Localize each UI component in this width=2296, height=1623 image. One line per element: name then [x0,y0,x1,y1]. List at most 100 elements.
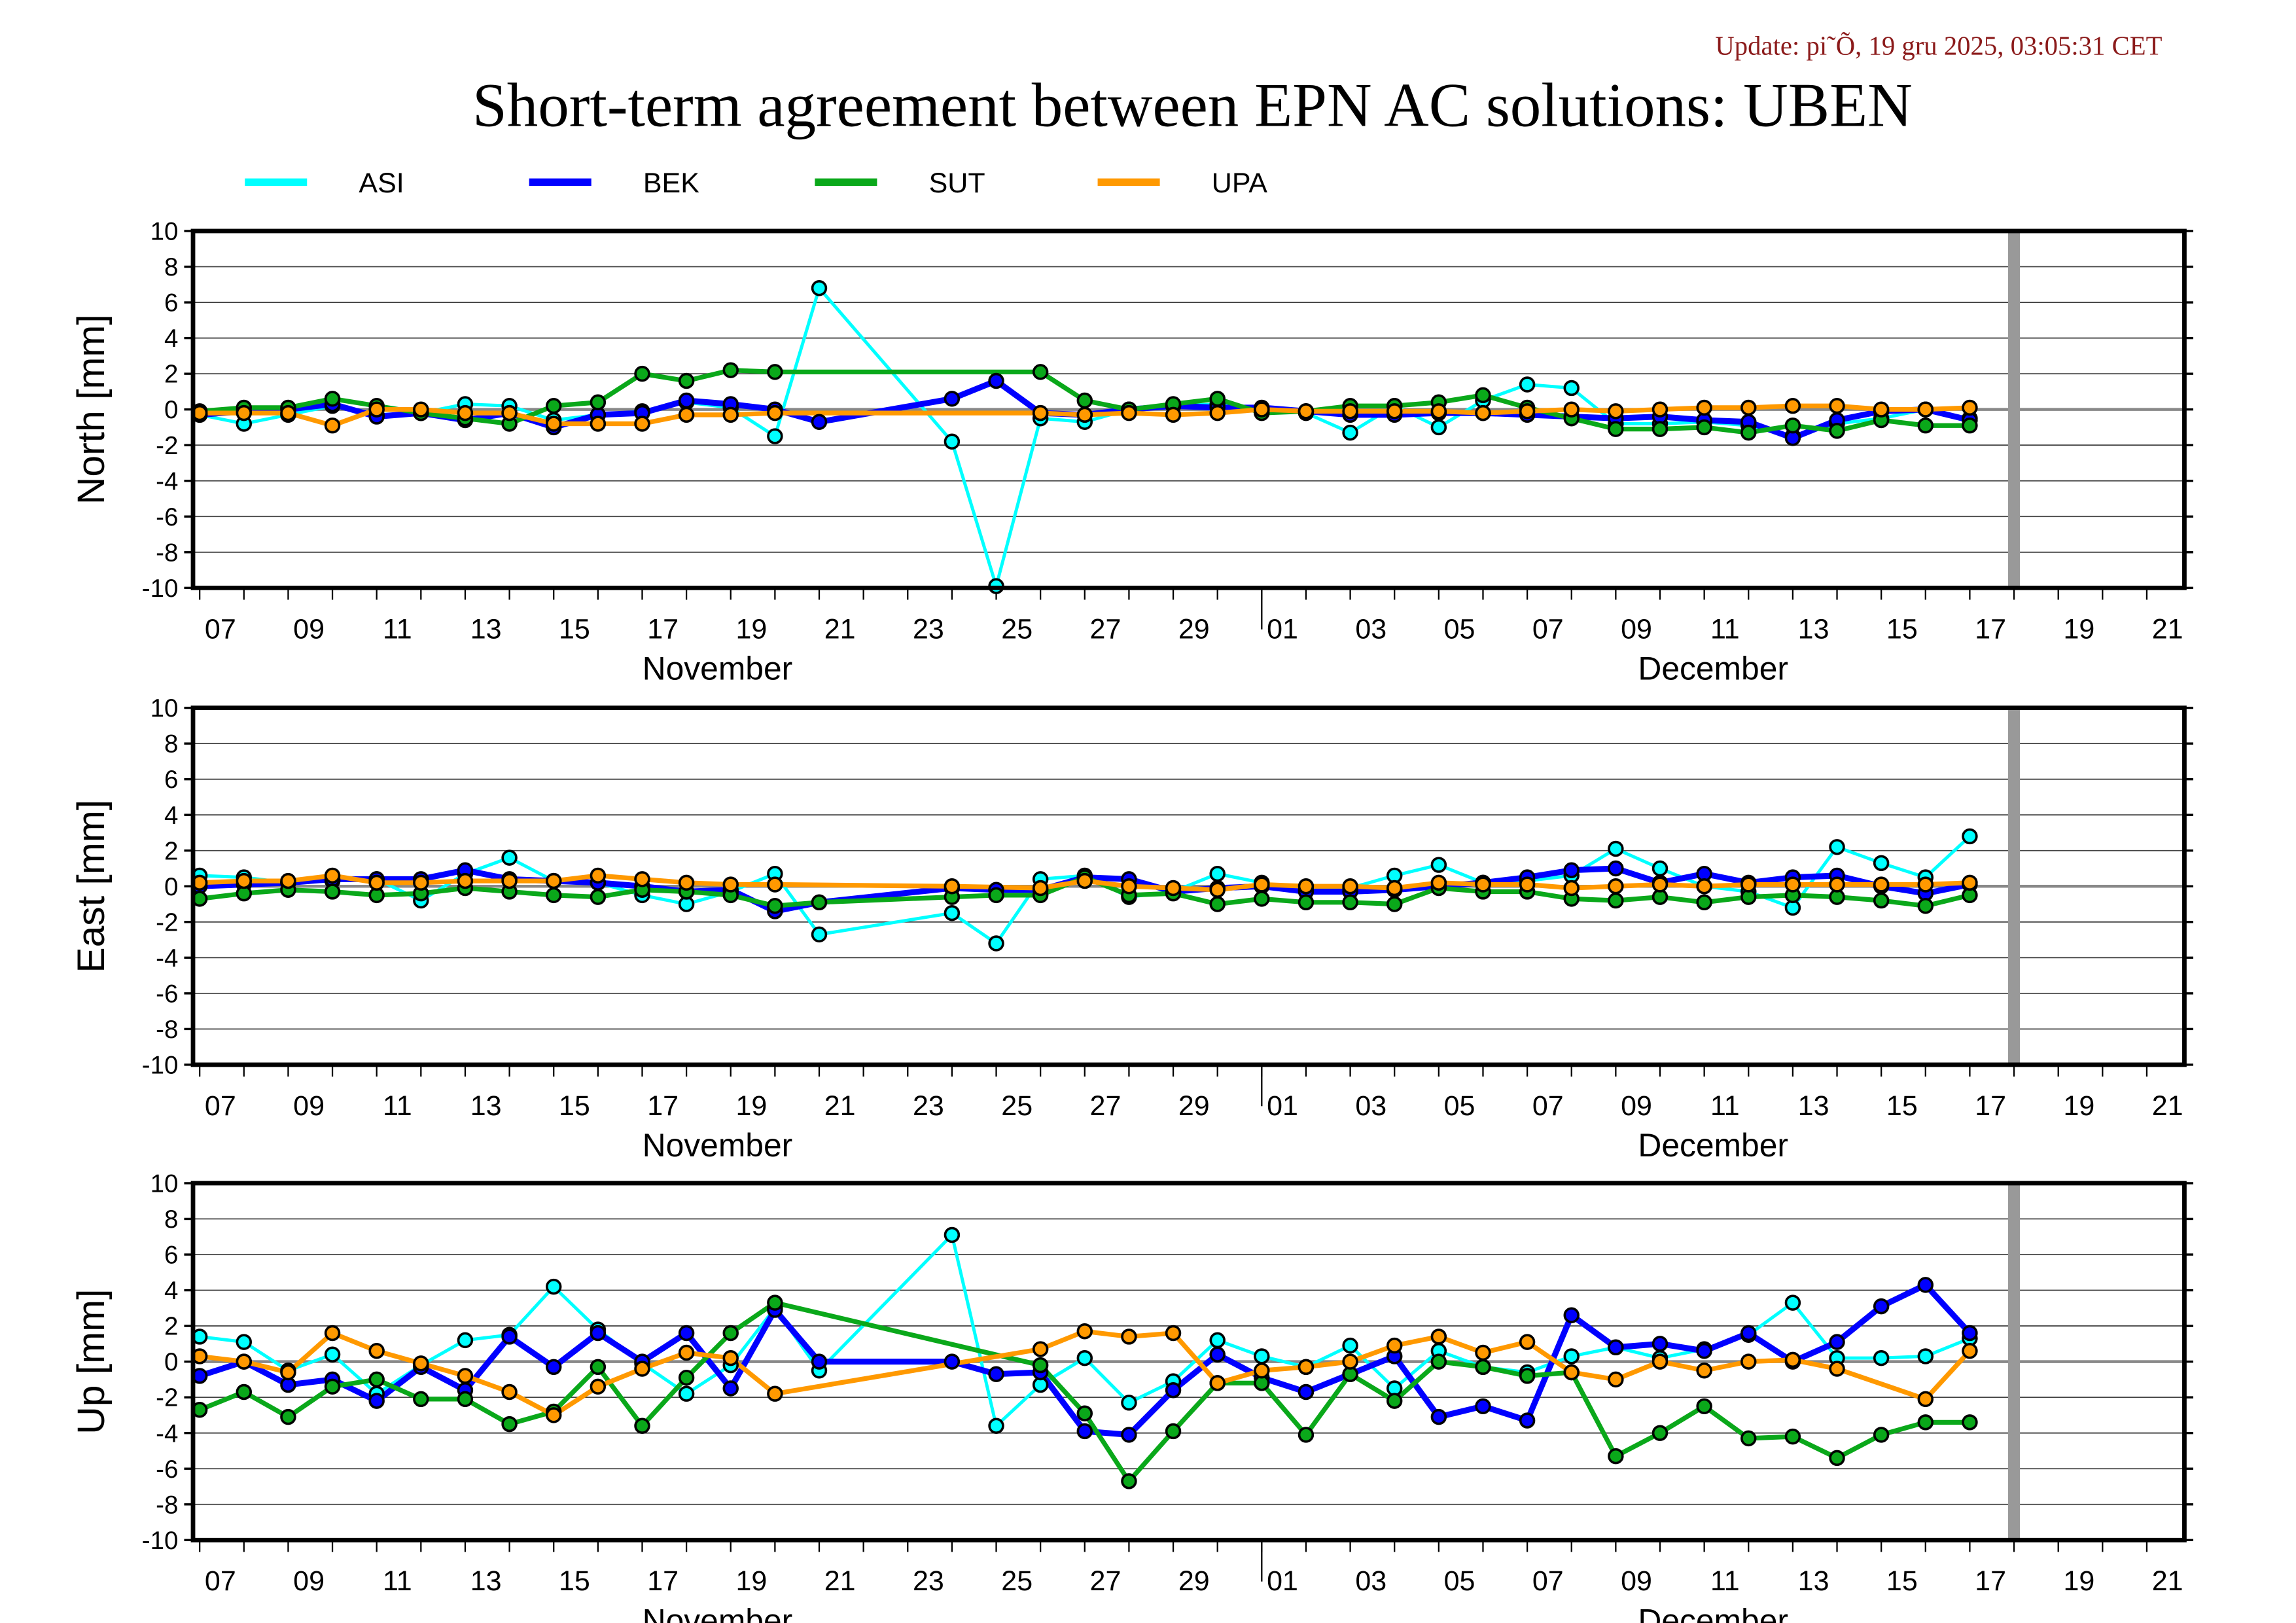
x-tick-label: 19 [736,613,768,645]
y-tick-label: -4 [156,467,178,495]
data-point-bek [1076,1423,1093,1440]
x-tick-label: 15 [1886,1565,1918,1597]
x-tick-label: 29 [1178,613,1210,645]
x-tick-label: 07 [1532,613,1564,645]
data-point-asi [1563,1348,1580,1364]
month-label: November [643,1603,793,1623]
data-point-upa [1519,876,1536,893]
y-tick-label: 0 [164,873,178,901]
x-tick-label: 17 [1975,1090,2006,1122]
data-point-asi [1873,1349,1890,1366]
data-point-bek [1962,1325,1978,1342]
data-point-asi [1076,1349,1093,1366]
x-tick-label: 11 [1710,613,1740,645]
data-point-asi [236,1334,253,1350]
data-point-sut [767,1294,783,1311]
data-point-asi [1784,1294,1801,1311]
data-point-upa [1076,406,1093,423]
data-point-sut [1696,419,1712,436]
x-tick-label: 15 [1886,613,1918,645]
data-point-sut [1076,1405,1093,1421]
data-point-bek [1475,1398,1491,1415]
x-tick-label: 13 [1798,1090,1829,1122]
month-label: December [1638,651,1788,687]
x-tick-label: 21 [2152,613,2183,645]
data-point-upa [413,874,429,891]
data-point-upa [1298,403,1315,419]
data-point-sut [1076,392,1093,409]
data-point-upa [368,874,385,891]
data-point-upa [1651,1353,1669,1370]
data-point-sut [590,889,607,905]
data-point-upa [1121,878,1137,895]
month-label: November [643,1127,793,1164]
data-point-sut [1430,1353,1447,1370]
data-point-bek [988,1366,1004,1382]
data-point-asi [678,1385,695,1402]
x-tick-label: 27 [1090,1565,1122,1597]
data-point-asi [767,428,783,444]
data-point-sut [634,1418,650,1434]
data-point-upa [1430,874,1447,891]
data-point-sut [1962,1414,1978,1431]
data-point-sut [1962,417,1978,434]
x-tick-label: 07 [205,1565,236,1597]
y-tick-label: 4 [164,802,178,830]
y-tick-label: -8 [156,1016,178,1044]
data-point-asi [1962,828,1978,845]
data-point-upa [767,404,783,421]
y-tick-label: 6 [164,1241,178,1270]
x-tick-label: 07 [1532,1565,1564,1597]
data-point-upa [501,1383,518,1400]
data-point-upa [678,406,695,423]
y-tick-label: -8 [156,1491,178,1519]
data-point-sut [1696,894,1712,911]
data-point-sut [590,1359,607,1376]
data-point-upa [457,404,474,421]
data-point-upa [280,872,296,889]
data-point-asi [1873,855,1890,872]
x-tick-label: 05 [1444,1090,1475,1122]
data-point-upa [1873,876,1890,893]
data-point-asi [501,849,518,866]
data-point-sut [1475,387,1491,404]
x-tick-label: 09 [1621,1565,1652,1597]
data-point-upa [280,404,296,421]
data-point-sut [767,364,783,380]
data-point-sut [722,1325,739,1342]
data-point-asi [1209,1332,1226,1349]
data-point-bek [1608,860,1624,877]
data-point-sut [1519,1368,1536,1384]
data-point-upa [1165,880,1182,897]
data-point-upa [545,872,562,889]
data-point-upa [1032,404,1049,421]
data-point-sut [988,887,1004,904]
data-point-bek [678,1325,695,1342]
x-tick-label: 23 [913,613,944,645]
x-tick-label: 29 [1178,1565,1210,1597]
legend-label-upa: UPA [1212,168,1268,199]
data-point-bek [811,1353,828,1370]
x-tick-label: 21 [824,1565,856,1597]
data-point-bek [501,1329,518,1345]
data-point-asi [1209,865,1226,882]
data-point-upa [324,1325,341,1342]
y-tick-label: 6 [164,289,178,317]
data-point-sut [1386,896,1403,912]
x-tick-label: 29 [1178,1090,1210,1122]
data-point-upa [1254,1363,1270,1379]
data-point-asi [1519,376,1536,393]
data-point-upa [1962,874,1978,891]
data-point-upa [1696,399,1712,416]
y-tick-label: -6 [156,980,178,1008]
data-point-sut [1032,1357,1049,1374]
x-tick-label: 13 [470,1565,502,1597]
data-point-sut [1342,894,1358,911]
data-point-bek [1121,1427,1137,1443]
y-tick-label: 8 [164,1205,178,1234]
data-point-sut [1608,1448,1624,1465]
data-point-upa [1740,399,1757,416]
y-tick-label: -8 [156,539,178,567]
data-point-upa [1784,876,1801,893]
y-tick-label: 2 [164,837,178,865]
